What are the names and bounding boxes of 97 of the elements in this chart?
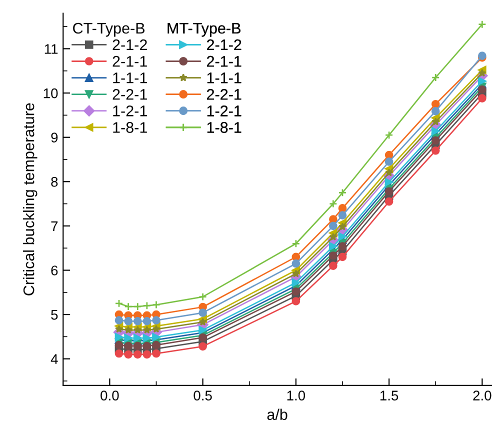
point [329,215,338,224]
legend-label: 2-2-1 [112,88,147,100]
point [384,197,394,206]
point [142,350,152,359]
point [114,316,124,324]
y-tick-label: 5 [51,310,58,320]
point [338,242,347,250]
x-tick-label: 2.0 [473,390,492,400]
point [292,297,300,306]
point [142,317,152,326]
point [142,302,152,310]
point [133,302,142,311]
point [292,259,300,268]
point [152,324,160,333]
x-tick-label: 0.0 [100,390,119,400]
point [124,317,132,326]
legend-label: 2-2-1 [207,88,242,100]
y-tick-label: 8 [51,176,58,187]
point [152,316,160,324]
point [114,332,124,342]
x-axis-title: a/b [267,408,288,420]
point [142,342,152,350]
point [114,349,124,358]
x-tick-label: 0.5 [194,390,212,400]
point [329,200,338,208]
point [431,136,440,145]
legend-label: 2-1-1 [207,56,242,67]
point [431,73,440,82]
point [198,292,207,301]
point [338,211,347,220]
point [431,107,440,116]
point [142,326,151,334]
point [142,334,152,342]
point [292,278,300,287]
point [338,252,347,262]
point [384,158,394,166]
point [198,342,207,351]
x-tick-label: 1.0 [287,390,306,400]
point [329,232,338,241]
point [152,349,160,358]
point [152,340,160,350]
point [114,340,124,350]
y-tick-label: 4 [50,354,58,364]
y-tick-label: 9 [51,132,58,142]
point [133,317,142,326]
point [124,302,132,311]
point [133,342,142,350]
point [478,20,486,29]
point [292,270,300,278]
text: CT-Type-B [73,22,144,37]
point [329,262,338,270]
point [338,204,347,212]
point [124,326,132,334]
legend-label: 1-2-1 [113,106,147,116]
text: MT-Type-B [168,23,240,37]
legend-label: 1-8-1 [207,122,242,133]
point [478,94,486,103]
point [198,318,207,326]
point [431,100,440,108]
legend-label: 1-2-1 [207,106,242,116]
y-tick-label: 7 [51,221,58,231]
point [292,239,300,248]
y-tick-label: 11 [44,44,58,54]
legend-label: 2-1-2 [112,39,147,50]
point [478,76,486,86]
point [384,130,394,140]
point [114,299,124,308]
x-tick-label: 1.5 [380,390,398,400]
point [478,85,486,94]
point [385,168,394,176]
y-tick-label: 6 [51,266,58,276]
point [431,146,440,155]
point [198,308,207,317]
legend-label: 1-1-1 [207,72,242,84]
point [338,222,346,230]
point [432,118,440,126]
point [124,350,132,359]
point [124,342,132,350]
point [292,287,300,296]
point [478,68,486,77]
point [134,326,142,334]
point [329,222,338,230]
legend-label: 1-1-1 [113,72,147,84]
point [152,332,160,342]
legend-label: 2-1-2 [207,39,242,50]
point [115,324,123,333]
point [152,300,160,309]
legend-label: 1-8-1 [113,122,147,133]
point [133,334,142,342]
point [384,187,394,196]
y-axis-title: Critical buckling temperature [23,103,38,296]
y-tick-label: 10 [44,88,58,98]
legend-label: 2-1-1 [112,56,147,67]
point [198,326,207,334]
point [338,188,347,197]
point [133,350,142,359]
point [124,334,132,342]
